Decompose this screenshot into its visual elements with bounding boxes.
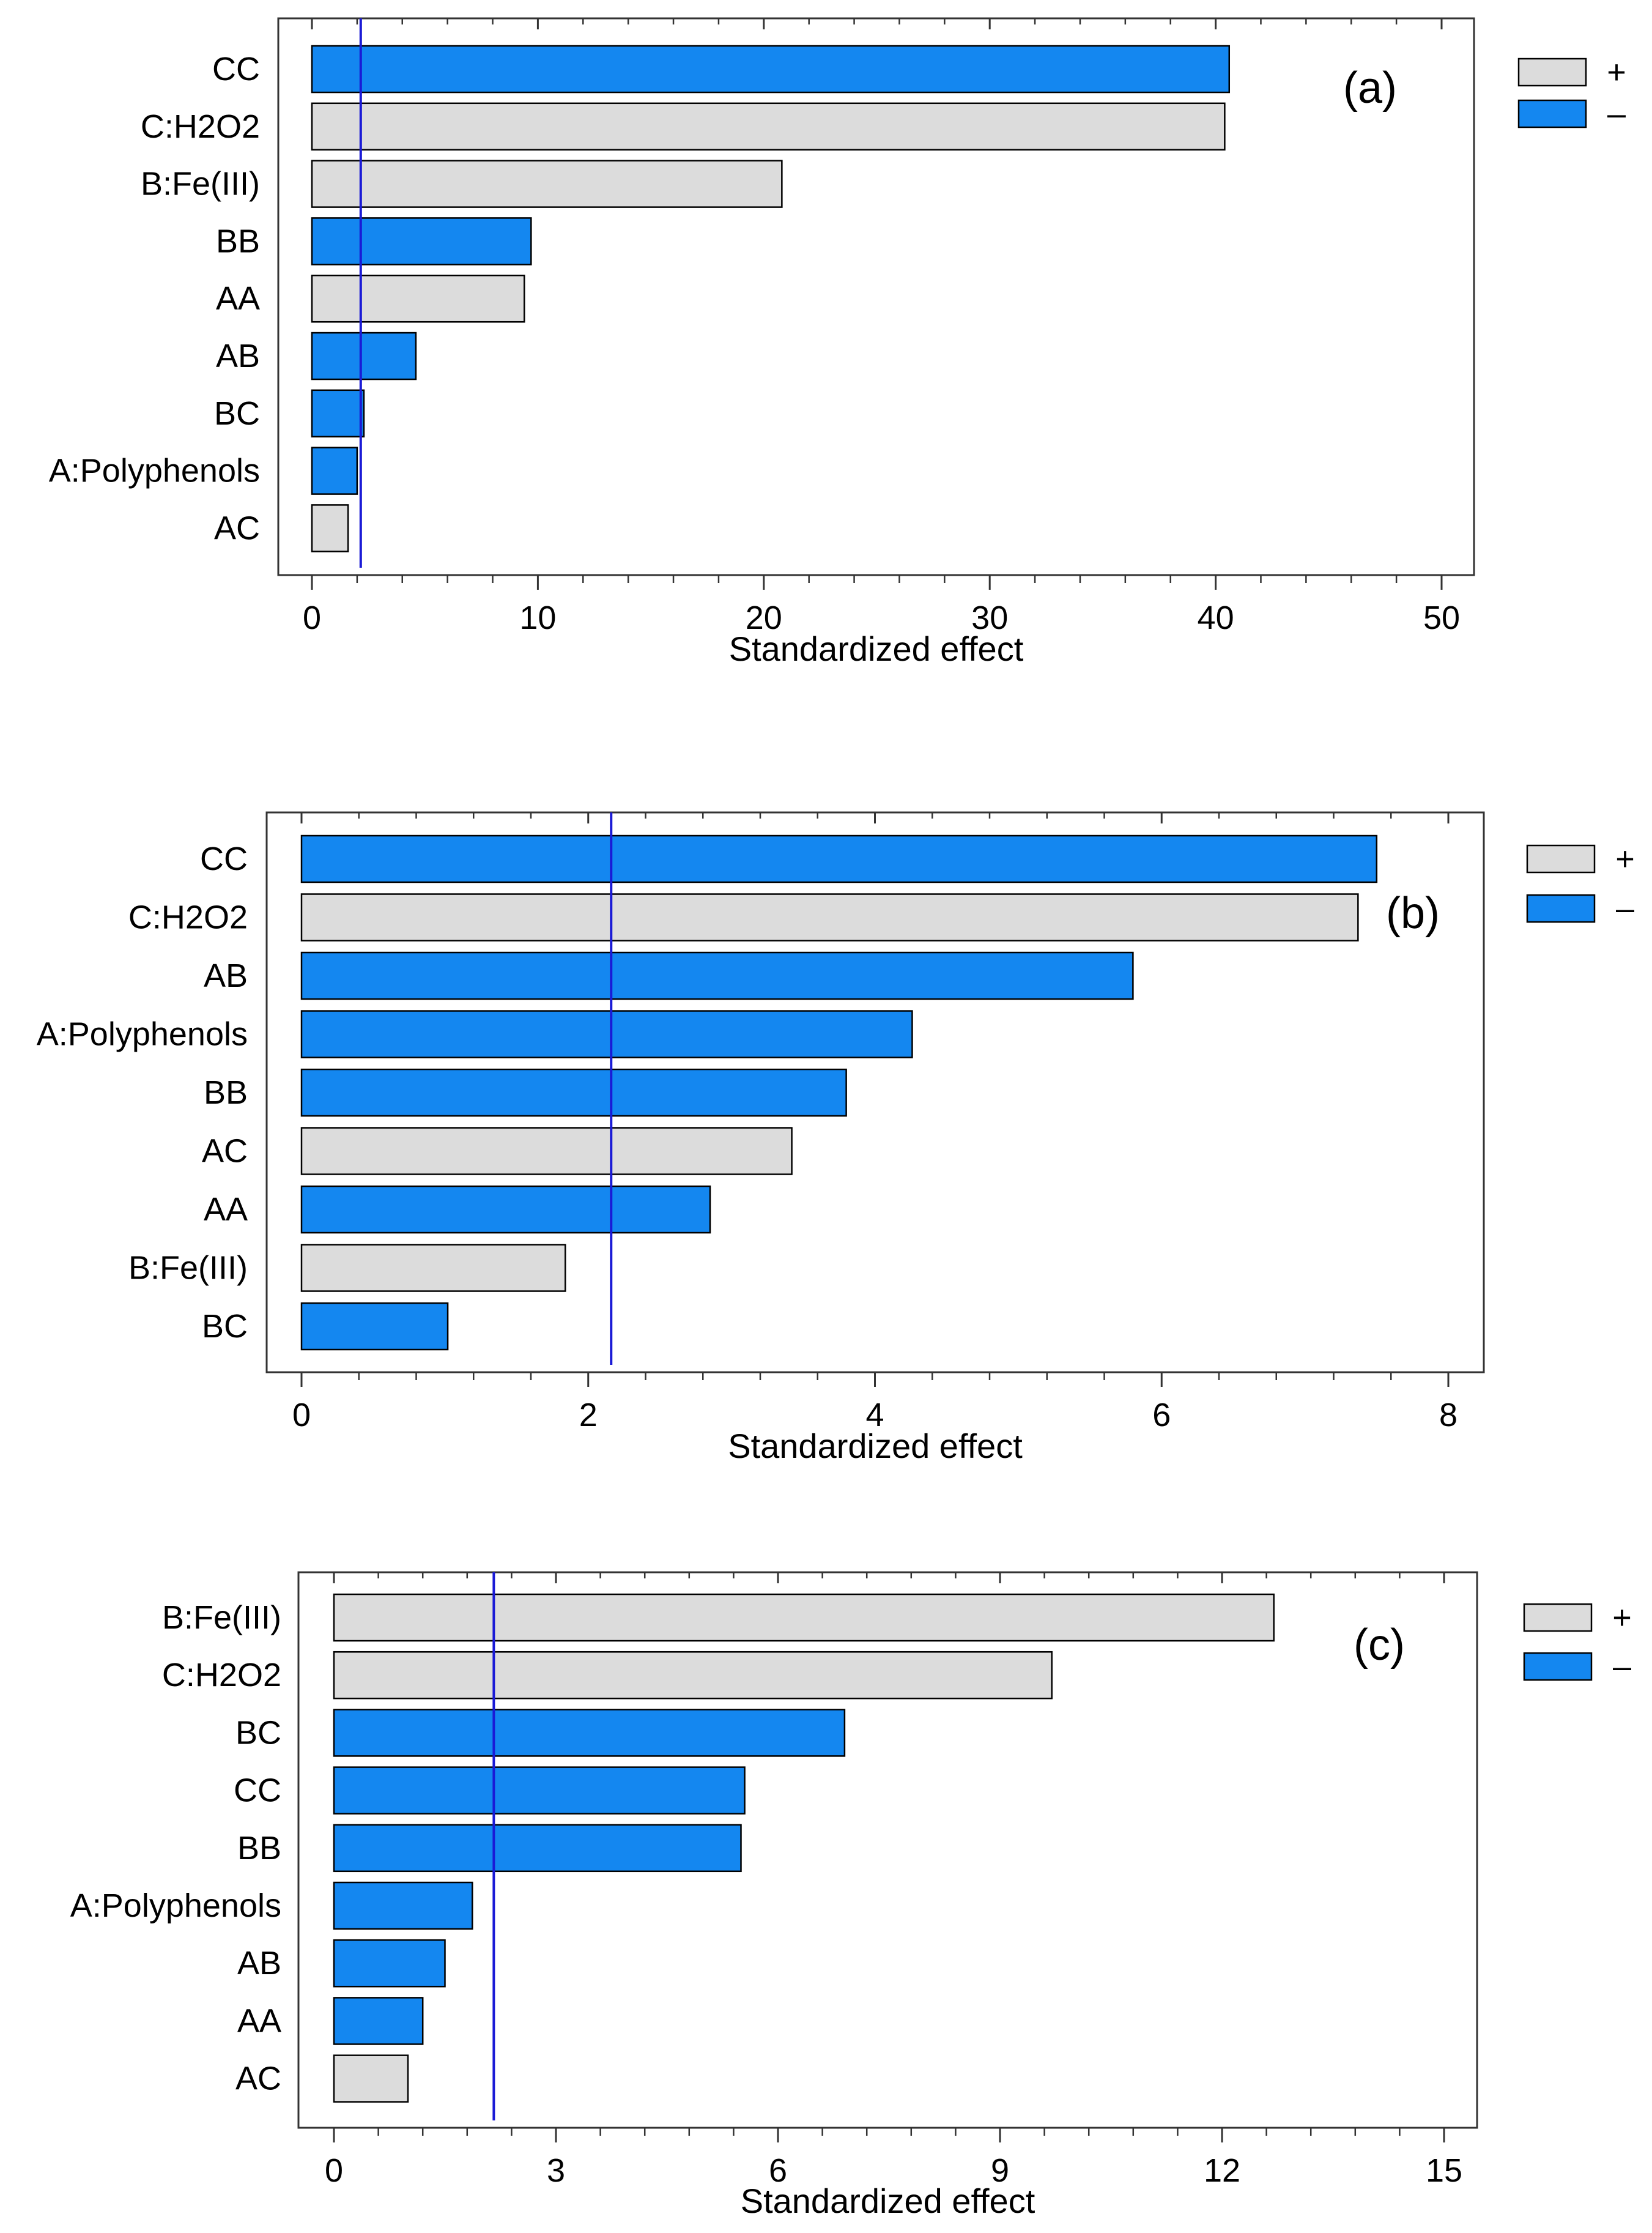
bar-ab [311,332,417,381]
x-tick-label: 0 [325,2152,343,2189]
chart-panel: CC C:H2O2 B:Fe(III) BB AA AB BC A:Polyphenols AC… [49,17,1626,668]
category-label: AC [235,2060,281,2097]
x-axis-label: Standardized effect [729,630,1024,668]
category-label: CC [212,51,260,87]
category-label: AB [216,338,260,374]
panel-label: (a) [1343,64,1397,113]
category-label: A:Polyphenols [49,453,260,489]
bar-aa [333,1997,424,2045]
bar-b-fe-iii [333,1593,1275,1642]
bar-ab [300,951,1134,1000]
x-tick-label: 6 [1152,1397,1171,1433]
legend-swatch-negative [1526,894,1596,923]
chart-panel: B:Fe(III) C:H2O2 BC CC BB A:Polyphenols AB AA AC… [70,1571,1632,2220]
bar-c-h2o2 [300,893,1359,942]
bar-bb [300,1068,847,1117]
legend-label: + [1612,1599,1632,1636]
legend-label: + [1615,841,1635,877]
x-tick-label: 0 [303,600,321,636]
legend: +– [1523,1599,1632,1685]
panel-label: (b) [1386,889,1440,938]
category-label: BC [202,1308,248,1345]
legend: +– [1526,841,1635,927]
chart-panel: CC C:H2O2 AB A:Polyphenols BB AC AA B:Fe(III) BC… [37,811,1635,1465]
plot-frame [297,1571,1478,2129]
x-tick-label: 3 [547,2152,565,2189]
bar-aa [311,274,525,323]
plot-frame [277,17,1475,576]
category-label: B:Fe(III) [141,166,260,202]
legend-label: – [1616,890,1634,927]
category-label: BC [235,1714,281,1751]
legend-swatch-positive [1526,844,1596,874]
legend-label: + [1607,54,1626,91]
legend-swatch-negative [1523,1652,1593,1681]
bar-ac [300,1127,793,1175]
category-label: AC [214,510,260,546]
legend-swatch-positive [1523,1603,1593,1632]
category-label: B:Fe(III) [162,1599,281,1636]
bar-ab [333,1939,446,1988]
bar-c-h2o2 [311,102,1226,151]
x-tick-label: 15 [1426,2152,1462,2189]
legend-swatch-positive [1517,58,1587,87]
bar-c-h2o2 [333,1651,1053,1700]
x-tick-label: 10 [519,600,556,636]
x-axis-label: Standardized effect [728,1427,1023,1465]
category-label: BB [204,1074,248,1111]
x-tick-label: 20 [746,600,782,636]
x-tick-label: 40 [1198,600,1234,636]
bar-a-polyphenols [300,1010,913,1058]
x-tick-label: 50 [1423,600,1460,636]
category-label: AA [204,1191,248,1228]
bar-cc [333,1766,746,1815]
legend-label: – [1607,95,1626,132]
x-axis-label: Standardized effect [741,2182,1035,2220]
category-label: AC [202,1133,248,1170]
category-label: AB [204,957,248,994]
x-tick-label: 8 [1439,1397,1458,1433]
bar-aa [300,1185,711,1234]
legend: +– [1517,54,1626,132]
x-tick-label: 30 [971,600,1008,636]
bar-ac [333,2054,409,2103]
bar-a-polyphenols [333,1881,473,1930]
category-label: AB [237,1945,281,1982]
category-label: C:H2O2 [162,1657,281,1693]
category-label: B:Fe(III) [128,1250,248,1287]
bar-bc [311,389,365,438]
bar-b-fe-iii [300,1244,566,1292]
bar-bb [333,1824,742,1873]
category-label: BB [216,223,260,259]
category-label: C:H2O2 [128,899,248,936]
bar-cc [311,45,1231,94]
bar-a-polyphenols [311,447,358,495]
x-tick-label: 9 [991,2152,1009,2189]
category-label: CC [200,841,248,877]
bar-bc [333,1709,846,1757]
category-label: CC [234,1772,281,1809]
category-label: BC [214,395,260,432]
bar-ac [311,504,349,552]
legend-label: – [1613,1648,1631,1685]
category-label: C:H2O2 [141,108,260,145]
legend-swatch-negative [1517,99,1587,128]
x-tick-label: 12 [1204,2152,1240,2189]
x-tick-label: 4 [865,1397,884,1433]
bar-cc [300,834,1378,883]
category-label: BB [237,1830,281,1867]
panel-label: (c) [1354,1621,1405,1670]
bar-bb [311,217,532,266]
category-label: A:Polyphenols [70,1887,281,1924]
bar-b-fe-iii [311,160,783,208]
category-label: A:Polyphenols [37,1016,248,1053]
x-tick-label: 2 [579,1397,598,1433]
category-label: AA [237,2002,281,2039]
x-tick-label: 0 [292,1397,311,1433]
bar-bc [300,1302,449,1351]
category-label: AA [216,280,260,317]
x-tick-label: 6 [769,2152,787,2189]
